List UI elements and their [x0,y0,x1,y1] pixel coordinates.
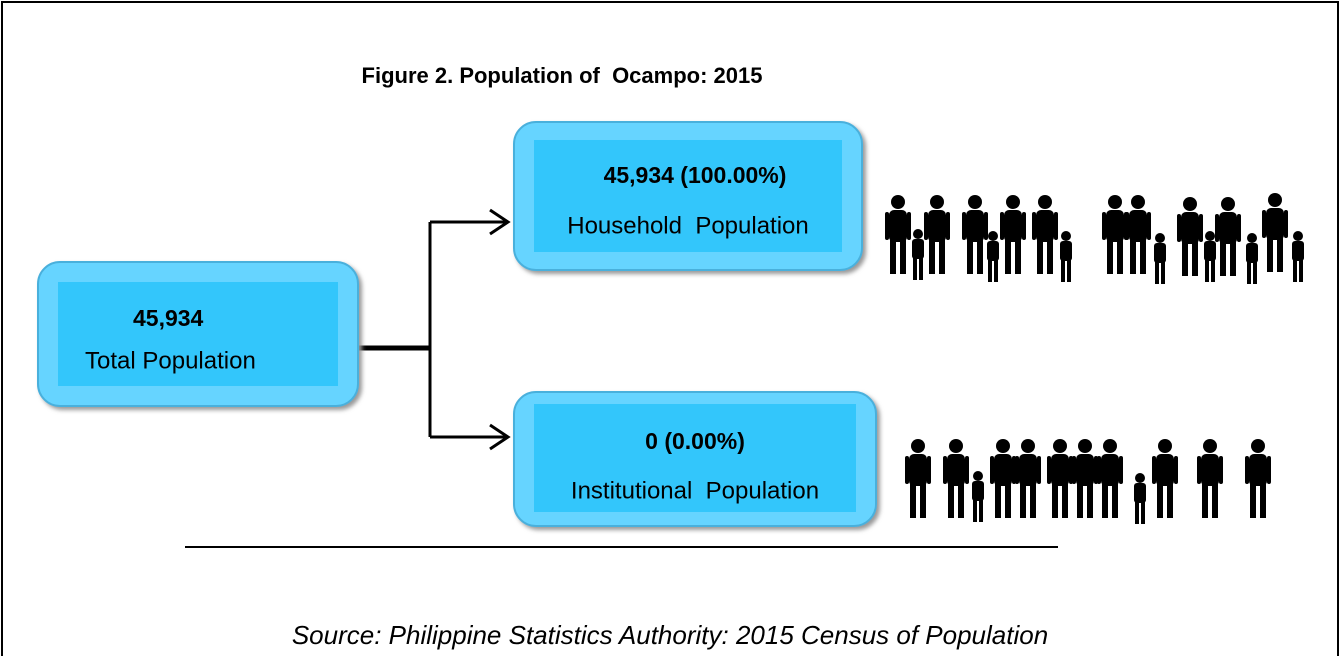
node-institutional: 0 (0.00%) Institutional Population [514,392,876,526]
node-value: 45,934 [133,305,204,331]
node-label: Institutional Population [571,477,819,504]
node-household: 45,934 (100.00%) Household Population [514,122,862,270]
diagram: Figure 2. Population of Ocampo: 2015 45,… [0,0,1340,656]
source: Source: Philippine Statistics Authority:… [292,620,1048,650]
node-value: 45,934 (100.00%) [604,162,787,188]
institutional-icons [905,439,1271,524]
connectors [358,210,508,449]
node-label: Total Population [85,347,256,374]
node-label: Household Population [567,212,809,239]
node-value: 0 (0.00%) [645,428,745,454]
household-icons [885,193,1304,284]
node-total: 45,934 Total Population [38,262,358,406]
title: Figure 2. Population of Ocampo: 2015 [362,63,763,88]
